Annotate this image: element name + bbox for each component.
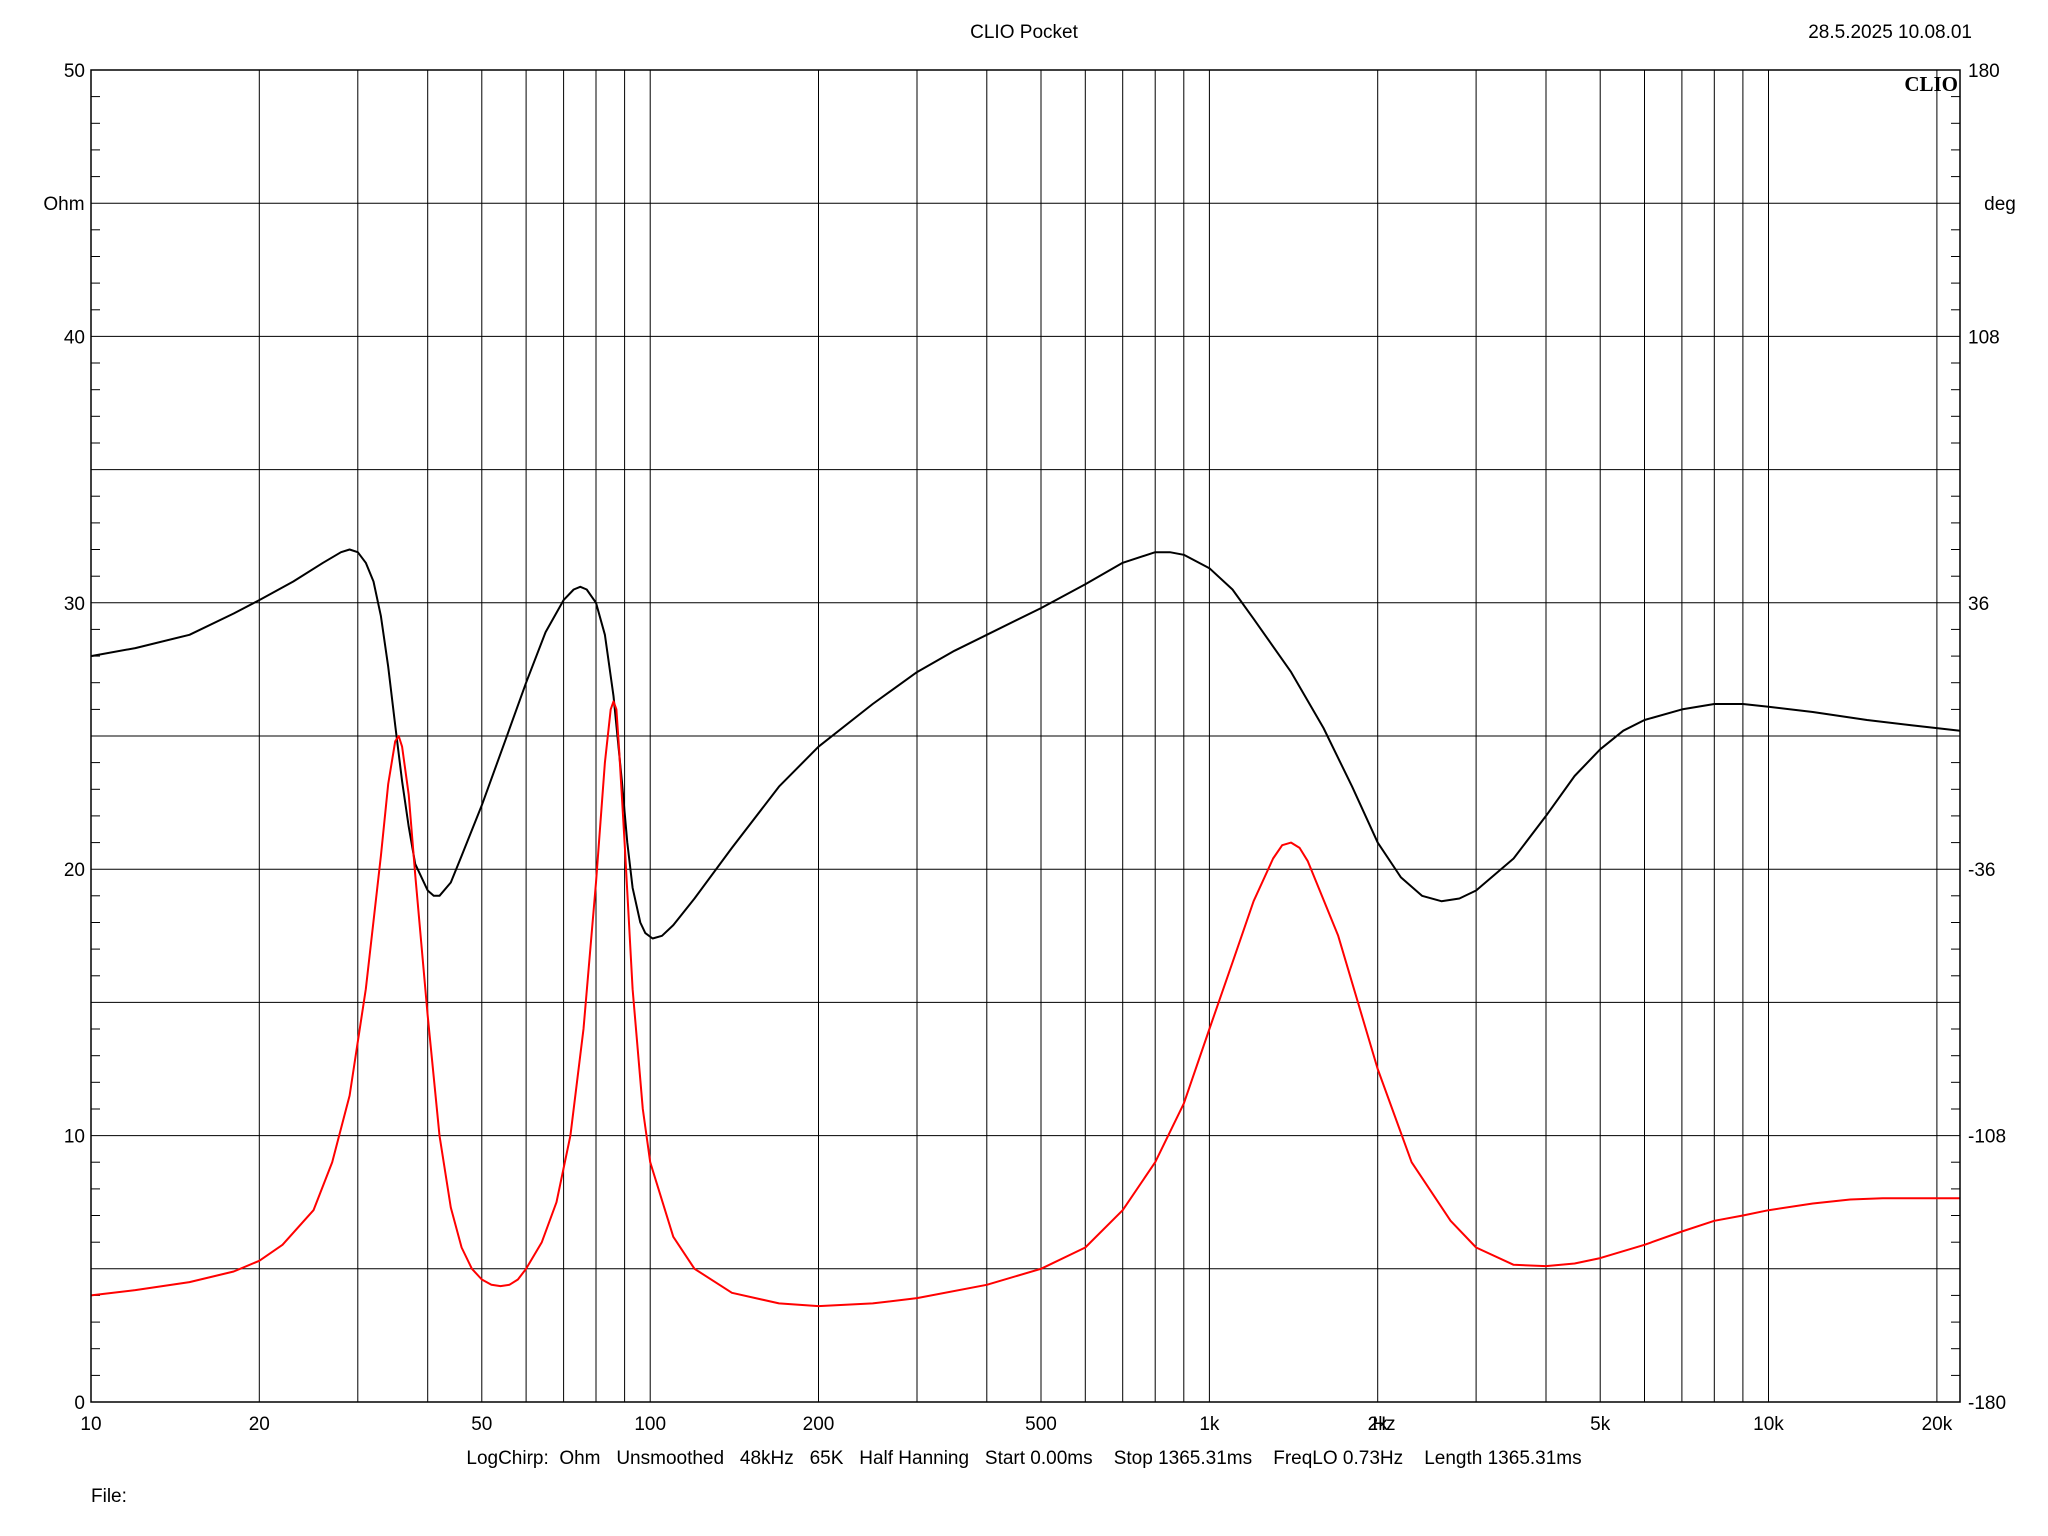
y-axis-label: Ohm [43, 194, 84, 215]
y2-tick-label: -36 [1968, 860, 1995, 881]
x-tick-label: 5k [1590, 1414, 1611, 1435]
plot-frame [90, 69, 1961, 1403]
y2-axis-label: deg [1984, 194, 2016, 215]
x-tick-label: 2k [1368, 1414, 1389, 1435]
y2-tick-label: 180 [1968, 61, 2000, 82]
x-tick-label: 500 [1025, 1414, 1057, 1435]
y-tick-label: 40 [64, 327, 85, 348]
y-tick-label: 30 [64, 594, 85, 615]
x-tick-label: 10 [80, 1414, 101, 1435]
x-tick-label: 20k [1922, 1414, 1953, 1435]
y-tick-label: 50 [64, 61, 85, 82]
series-layer [90, 548, 1961, 1308]
y2-tick-label: -108 [1968, 1127, 2006, 1148]
x-tick-label: 1k [1199, 1414, 1220, 1435]
y2-tick-label: 108 [1968, 327, 2000, 348]
series-line-black [90, 548, 1961, 940]
y2-tick-label: 36 [1968, 594, 1989, 615]
grid [91, 70, 1960, 1402]
file-label: File: [91, 1486, 127, 1507]
x-tick-label: 20 [249, 1414, 270, 1435]
x-tick-label: 10k [1753, 1414, 1784, 1435]
x-tick-label: 100 [634, 1414, 666, 1435]
tick-labels: 10 20 50 100 200 500 1k 2k 5k 10k 20k01020304050-1… [64, 61, 2006, 1435]
y-tick-label: 0 [74, 1393, 85, 1414]
timestamp: 28.5.2025 10.08.01 [1808, 22, 1972, 43]
measurement-settings: LogChirp: Ohm Unsmoothed 48kHz 65K Half … [466, 1448, 1582, 1469]
y-tick-label: 10 [64, 1127, 85, 1148]
x-axis-unit-label: Hz [1372, 1414, 1395, 1435]
series-line-red [90, 700, 1960, 1308]
y-tick-label: 20 [64, 860, 85, 881]
clio-logo: CLIO [1904, 72, 1958, 96]
y2-tick-label: -180 [1968, 1393, 2006, 1414]
x-tick-label: 200 [803, 1414, 835, 1435]
x-tick-label: 50 [471, 1414, 492, 1435]
chart-title: CLIO Pocket [970, 22, 1078, 43]
